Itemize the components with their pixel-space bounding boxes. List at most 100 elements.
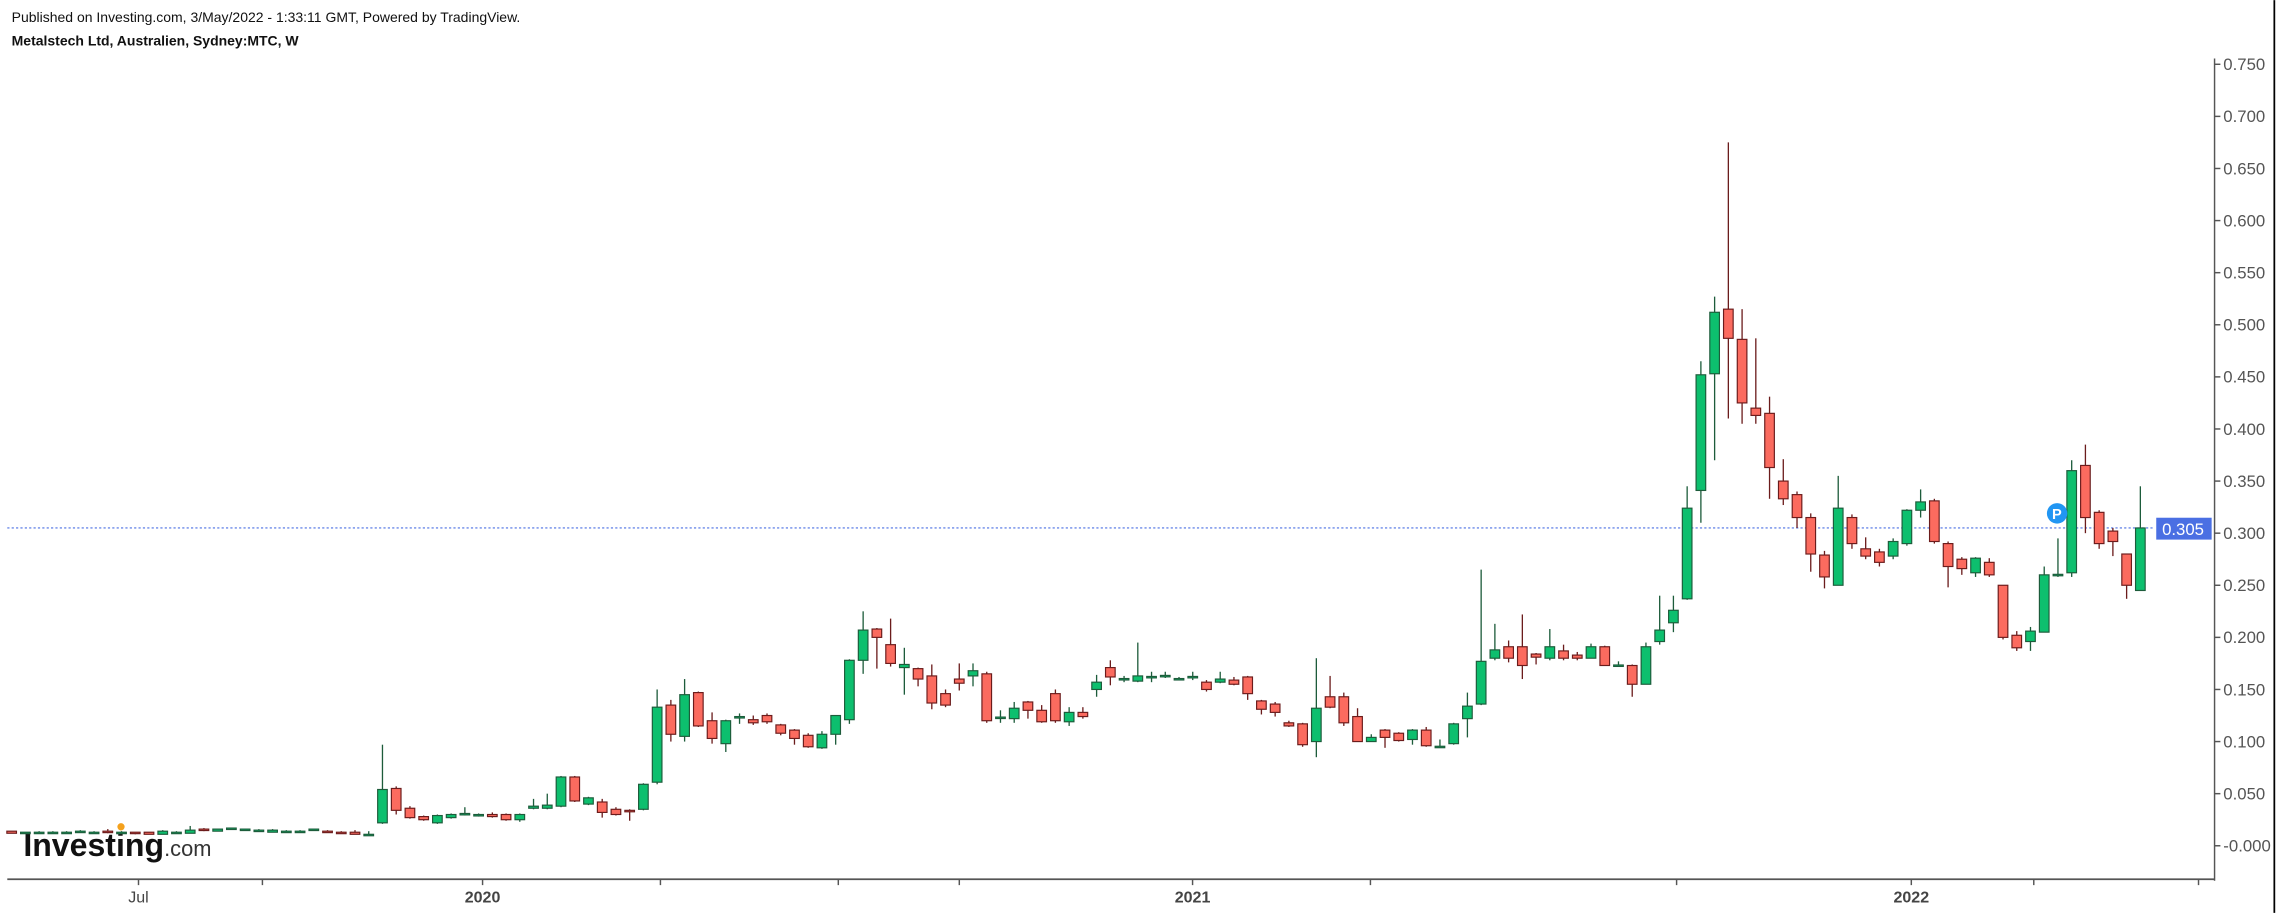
candle [390,786,402,815]
candle [102,829,114,834]
candle [2121,553,2133,599]
candle-body [1283,722,1295,727]
candle-body [1256,700,1267,710]
candle [1104,660,1116,686]
candle-body [335,831,347,835]
candle-body [363,833,375,837]
candle-body [1489,649,1501,659]
candle [1599,645,1611,667]
candle-body [1901,509,1913,545]
candle [1297,722,1309,747]
candle-body [267,829,278,833]
candle [2025,626,2036,651]
candle-body [830,714,842,735]
candle [1008,701,1020,723]
candle-body [1503,646,1515,659]
candle [473,813,484,817]
candle-body [486,813,498,818]
y-tick-label: 0.150 [2223,680,2265,699]
candle [816,731,828,749]
candle [1393,732,1405,742]
candle-body [116,831,127,835]
candle-body [1338,696,1350,724]
candle [280,830,292,834]
candle-body [1668,609,1679,624]
p-marker[interactable]: P [2046,503,2068,524]
candle-body [1585,646,1597,659]
candle-body [1091,681,1103,691]
candle-body [1462,705,1473,720]
candle-body [2011,634,2023,649]
candle [830,714,842,745]
candle-body [1928,500,1940,543]
candle [294,830,306,834]
candle [1187,671,1199,681]
candle [940,689,951,708]
candle [981,671,993,723]
candle-body [569,776,581,802]
candle-body [1201,681,1212,691]
y-tick-label: 0.350 [2223,472,2265,491]
candle [1283,720,1295,727]
last-price-badge-bg [2156,517,2212,540]
candle [1695,361,1707,523]
candle [1750,338,1762,424]
candle-body [2121,553,2133,586]
candle-body [1626,664,1638,685]
candle-body [1832,507,1844,586]
candle [1764,396,1775,499]
candle-body [912,668,924,680]
candle-body [1750,407,1762,417]
candle-body [1640,646,1652,685]
candle-body [1022,701,1034,711]
candle [1352,708,1363,743]
candle [1077,707,1089,719]
candle-body [1269,703,1281,713]
y-tick-label: 0.450 [2223,368,2265,387]
candle [679,679,690,742]
candle-body [1915,501,1927,511]
candle-body [528,805,539,809]
candles-layer [6,142,2146,837]
price-axis[interactable]: 0.750 0.700 0.650 0.600 0.550 0.500 0.450 0.400… [2213,55,2271,881]
candle [253,829,265,833]
candle [1709,296,1721,461]
symbol-title: Metalstech Ltd, Australien, Sydney:MTC, … [12,32,300,48]
candle [2107,527,2119,557]
candle-body [2093,511,2105,545]
candle [1956,557,1968,575]
candle-body [541,804,553,809]
candle-body [184,829,196,834]
candle-body [638,783,649,810]
candle-body [20,831,31,835]
candle [6,830,18,834]
candle-body [418,816,430,821]
candle [610,807,622,816]
candle [1036,705,1048,723]
candle [1242,675,1254,700]
y-tick-label: 0.700 [2223,107,2265,126]
candle [583,796,594,806]
candle-body [1365,736,1377,743]
candle-body [2025,630,2036,643]
p-marker-circle-icon[interactable] [2046,503,2068,524]
candle [33,831,45,835]
candle [912,667,924,687]
candle-body [844,659,855,721]
candle-body [1063,711,1075,723]
candle [747,715,759,725]
y-tick-label: 0.500 [2223,316,2265,335]
time-axis[interactable]: Jul 2020 2021 2022 [7,878,2215,907]
candle-body [1407,729,1418,741]
candle [2080,444,2091,534]
candle [926,664,938,710]
candle [569,775,581,802]
candle-body [926,675,938,704]
candle [171,831,182,835]
candle [1050,689,1061,723]
candle [1997,584,2009,640]
candle-body [651,706,663,783]
candle [1942,541,1954,588]
candle [1530,652,1542,665]
candle [1928,498,1940,544]
